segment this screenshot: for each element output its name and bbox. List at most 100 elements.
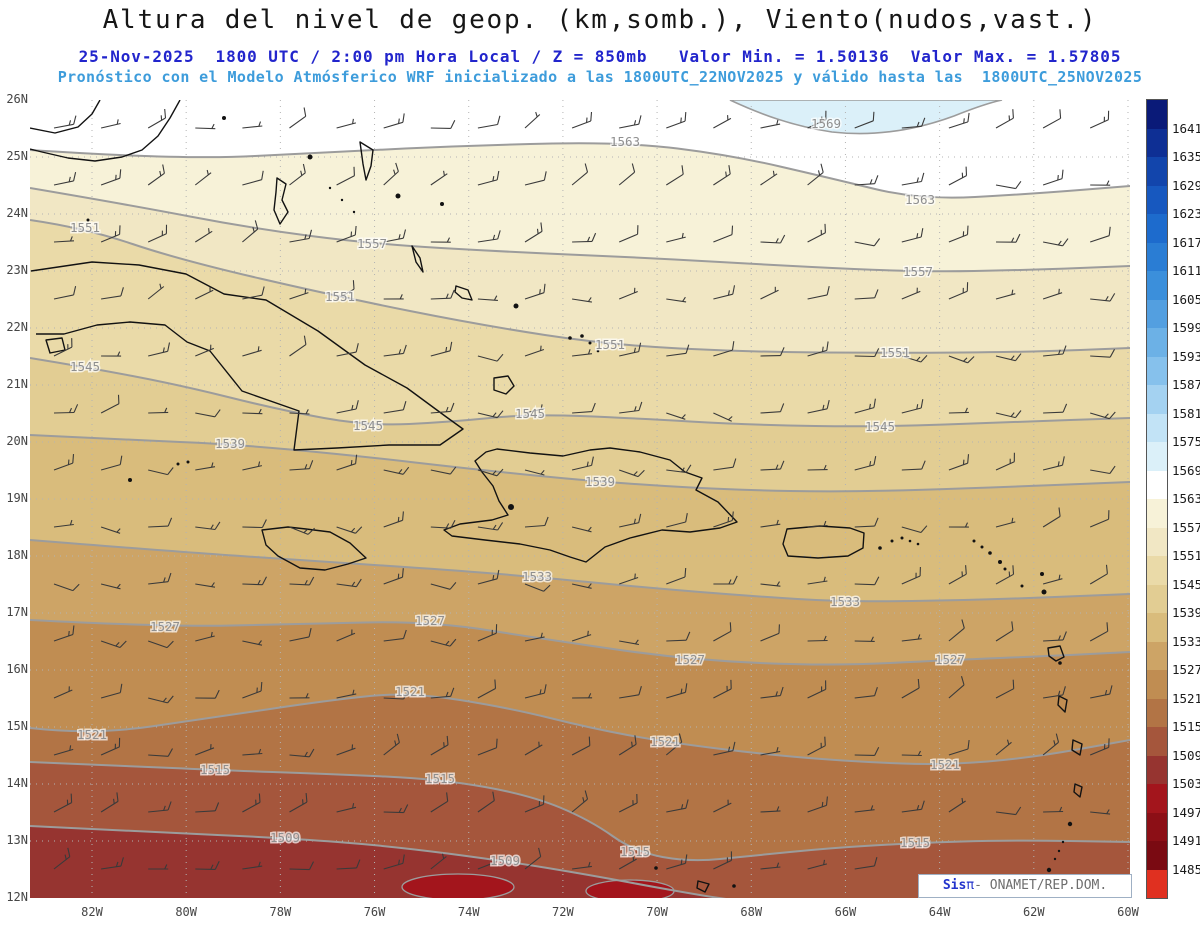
wind-barb — [995, 233, 1021, 243]
wind-barb — [430, 466, 457, 475]
lon-tick-label: 82W — [81, 905, 103, 919]
wind-barb — [383, 229, 407, 243]
wind-barb — [760, 403, 785, 414]
wind-barb — [901, 634, 922, 642]
island-speck — [1041, 589, 1047, 595]
coastline — [782, 525, 865, 559]
wind-barb — [666, 165, 684, 186]
wind-barb — [336, 343, 359, 357]
island-speck — [222, 116, 226, 120]
colorbar-tick-label: 1497 — [1172, 804, 1200, 820]
contour-label: 1521 — [930, 757, 960, 772]
colorbar-tick-label: 1491 — [1172, 833, 1200, 848]
wind-barb — [53, 583, 80, 592]
wind-barb — [807, 341, 829, 357]
colorbar-segment — [1147, 128, 1167, 157]
wind-barb — [807, 110, 827, 129]
wind-barb — [53, 338, 73, 357]
wind-barb — [995, 353, 1022, 362]
wind-barb — [53, 404, 79, 414]
wind-barb — [713, 225, 734, 243]
wind-barb — [619, 115, 642, 129]
wind-barb — [618, 735, 637, 756]
contour-label: 1557 — [903, 264, 933, 279]
wind-barb — [148, 801, 172, 813]
colorbar-tick-label: 1581 — [1172, 405, 1200, 421]
wind-barb — [242, 220, 259, 243]
wind-barb — [807, 399, 830, 414]
wind-barb — [477, 410, 504, 419]
wind-barb — [760, 286, 779, 300]
wind-barb — [619, 513, 642, 528]
wind-barb — [148, 407, 169, 414]
lon-tick-label: 64W — [928, 905, 951, 919]
coastline — [454, 285, 473, 301]
island-speck — [900, 536, 904, 540]
colorbar-segment — [1147, 100, 1167, 129]
wind-barb — [995, 806, 1022, 816]
colorbar-segment — [1147, 185, 1167, 214]
colorbar-tick-label: 1617 — [1172, 234, 1200, 250]
wind-barb — [100, 455, 123, 471]
wind-barb — [477, 679, 497, 699]
wind-barb — [666, 799, 689, 813]
contour-label: 1545 — [865, 419, 895, 434]
wind-barb — [148, 572, 172, 585]
wind-barb — [53, 236, 75, 243]
island-speck — [86, 218, 90, 222]
wind-barb — [807, 736, 826, 756]
wind-barb — [760, 624, 780, 642]
contour-line-1563 — [30, 142, 1130, 199]
attribution-text: - ONAMET/REP.DOM. — [974, 878, 1108, 893]
wind-barb — [195, 286, 214, 300]
wind-barb — [1043, 631, 1067, 642]
colorbar-tick-label: 1599 — [1172, 320, 1200, 335]
wind-barb — [430, 289, 455, 300]
colorbar-tick-label: 1629 — [1172, 177, 1200, 193]
island-speck — [916, 542, 920, 546]
wind-barb — [571, 111, 593, 129]
wind-barb — [666, 232, 686, 243]
wind-barb — [572, 232, 597, 243]
wind-barb — [618, 287, 638, 300]
wind-barb — [807, 163, 824, 186]
wind-barb — [101, 857, 124, 870]
wind-barb — [713, 741, 736, 756]
colorbar-tick-label: 1557 — [1172, 519, 1200, 535]
coastline — [493, 375, 515, 395]
wind-barb — [901, 172, 925, 186]
wind-barb — [713, 341, 735, 357]
wind-barb — [430, 237, 451, 243]
contour-label: 1521 — [650, 734, 680, 749]
pi-symbol: π — [966, 878, 975, 893]
colorbar-segment — [1147, 328, 1167, 357]
wind-barb — [1089, 622, 1109, 642]
wind-barb — [948, 225, 969, 243]
contour-label: 1515 — [200, 762, 230, 777]
wind-barb — [524, 404, 545, 414]
wind-barb — [242, 346, 262, 357]
island-speck — [568, 336, 572, 340]
wind-barb — [477, 522, 504, 531]
colorbar-tick-label: 1515 — [1172, 719, 1200, 734]
wind-barb — [760, 806, 781, 813]
wind-barb — [383, 294, 404, 300]
contour-label: 1539 — [585, 474, 615, 489]
colorbar-segment — [1147, 413, 1167, 442]
contour-line-1515 — [30, 761, 1130, 862]
wind-barb — [1042, 733, 1060, 756]
wind-barb — [713, 285, 736, 300]
wind-barb — [289, 288, 309, 300]
wind-barb — [948, 282, 969, 300]
wind-barb — [524, 847, 542, 870]
island-speck — [980, 545, 984, 549]
wind-barb — [1090, 349, 1115, 358]
wind-barb — [242, 519, 267, 529]
wind-barb — [289, 409, 310, 415]
colorbar-segment — [1147, 755, 1167, 784]
wind-barb — [1089, 510, 1110, 528]
wind-barb — [430, 170, 448, 186]
wind-barb — [1089, 110, 1110, 129]
wind-barb — [571, 736, 591, 756]
contour-label: 1545 — [515, 406, 545, 421]
